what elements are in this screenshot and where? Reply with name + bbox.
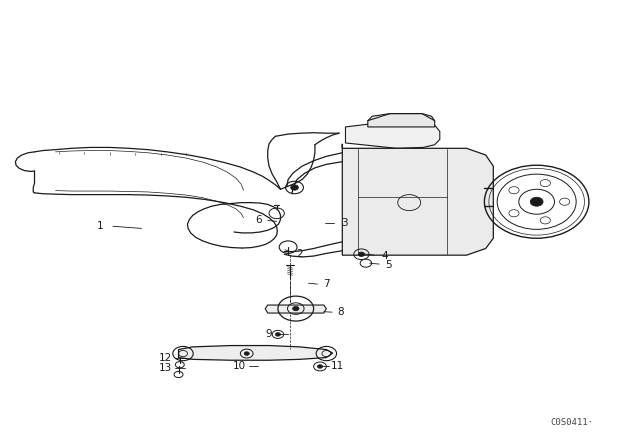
Text: 5: 5 — [385, 260, 392, 270]
Circle shape — [531, 197, 543, 206]
Text: 12: 12 — [159, 353, 172, 362]
Text: 4: 4 — [381, 251, 388, 261]
Circle shape — [358, 252, 365, 257]
Text: 6: 6 — [255, 215, 262, 225]
Text: 1: 1 — [97, 221, 104, 231]
Text: 10: 10 — [232, 362, 246, 371]
Text: C0S0411·: C0S0411· — [550, 418, 593, 426]
Polygon shape — [265, 305, 326, 313]
Text: 2: 2 — [296, 249, 303, 259]
Circle shape — [317, 365, 323, 368]
Polygon shape — [342, 144, 493, 255]
Text: 3: 3 — [341, 218, 348, 228]
Text: 9: 9 — [266, 329, 273, 339]
Polygon shape — [368, 114, 435, 127]
Polygon shape — [346, 121, 440, 148]
Polygon shape — [179, 345, 333, 360]
Circle shape — [291, 185, 298, 190]
Text: 11: 11 — [332, 362, 344, 371]
Text: 7: 7 — [323, 279, 330, 289]
Circle shape — [275, 332, 280, 336]
Circle shape — [292, 306, 299, 311]
Circle shape — [244, 352, 249, 355]
Text: 8: 8 — [338, 307, 344, 317]
Text: 13: 13 — [159, 363, 172, 373]
